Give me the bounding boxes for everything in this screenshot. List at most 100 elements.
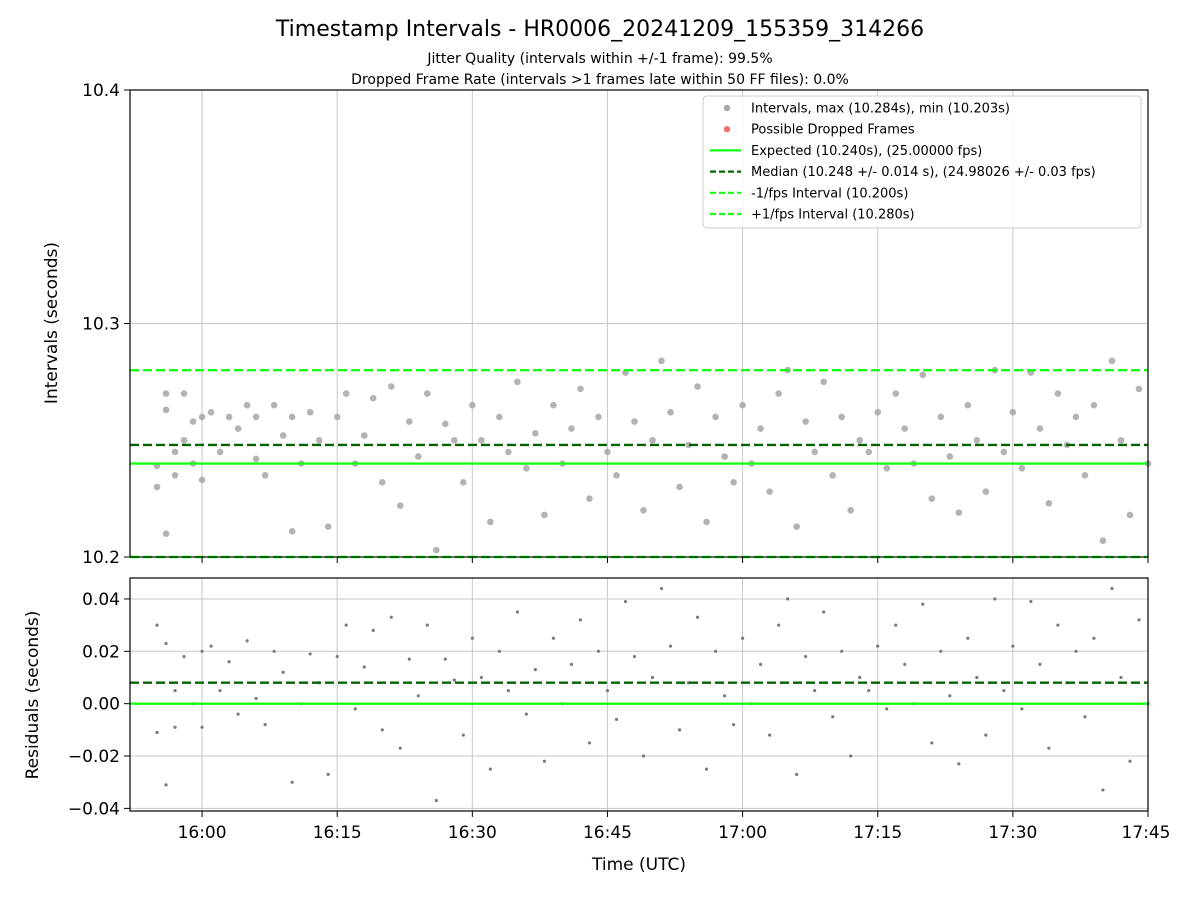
interval-point: [1054, 390, 1062, 397]
residual-point: [659, 586, 664, 591]
residual-point: [398, 746, 402, 750]
interval-point: [721, 453, 728, 460]
residual-point: [759, 662, 763, 666]
interval-point: [369, 394, 377, 402]
residual-point: [209, 644, 213, 648]
interval-point: [234, 425, 242, 432]
interval-point: [451, 436, 458, 444]
interval-point: [964, 401, 972, 409]
x-tick-label: 16:30: [448, 823, 497, 843]
residual-point: [524, 712, 528, 716]
residual-point: [344, 623, 348, 627]
interval-point: [162, 530, 170, 537]
interval-point: [892, 390, 900, 397]
interval-point: [901, 425, 909, 432]
interval-point: [387, 383, 395, 390]
residual-point: [227, 660, 231, 664]
interval-point: [658, 357, 665, 365]
residual-point: [713, 649, 718, 653]
residual-point: [1092, 636, 1096, 640]
x-tick-label: 16:15: [313, 823, 362, 843]
interval-point: [288, 413, 296, 421]
x-tick-label: 17:45: [1122, 823, 1171, 843]
interval-point: [433, 546, 440, 554]
residual-point: [1020, 707, 1024, 711]
residual-point: [641, 754, 646, 758]
legend-label: +1/fps Interval (10.280s): [751, 208, 915, 223]
interval-point: [523, 464, 530, 472]
residual-point: [1011, 644, 1015, 648]
interval-point: [874, 408, 882, 416]
residual-point: [308, 652, 312, 656]
residual-point: [722, 694, 727, 698]
interval-point: [252, 455, 260, 463]
interval-point: [541, 511, 548, 519]
residual-point: [813, 688, 817, 693]
residual-point: [290, 780, 294, 784]
interval-point: [1108, 357, 1116, 365]
residual-point: [1101, 788, 1105, 792]
interval-point: [973, 436, 981, 444]
interval-point: [496, 413, 503, 421]
interval-point: [216, 448, 224, 456]
residual-point: [885, 707, 889, 711]
residual-point: [542, 759, 547, 763]
interval-point: [550, 401, 557, 409]
x-tick-label: 16:00: [178, 823, 227, 843]
interval-point: [460, 478, 467, 486]
residual-point: [930, 741, 934, 745]
interval-point: [856, 436, 864, 444]
residual-point: [488, 767, 492, 771]
interval-point: [757, 425, 764, 432]
interval-point: [189, 418, 197, 425]
y-tick-label: 10.4: [82, 81, 120, 101]
x-tick-label: 17:15: [853, 823, 902, 843]
residual-point: [614, 717, 619, 721]
residual-point: [903, 662, 907, 666]
residual-point: [849, 754, 853, 758]
residual-point: [1119, 675, 1123, 680]
legend-box: [702, 95, 1142, 229]
interval-point: [1099, 537, 1107, 544]
residual-point: [380, 728, 384, 732]
legend-label: -1/fps Interval (10.200s): [751, 186, 908, 201]
interval-point: [333, 413, 341, 421]
legend-label: Intervals, max (10.284s), min (10.203s): [751, 102, 1010, 117]
interval-point: [243, 401, 251, 409]
interval-point: [414, 453, 422, 460]
interval-point: [640, 507, 647, 514]
residual-point: [443, 657, 447, 661]
interval-point: [649, 436, 656, 444]
residual-point: [506, 688, 510, 693]
residual-point: [155, 623, 159, 627]
residual-point: [587, 741, 592, 745]
interval-point: [1090, 401, 1098, 409]
residual-point: [173, 725, 177, 729]
residual-point: [236, 712, 240, 716]
residual-point: [975, 675, 979, 680]
legend-marker: [723, 104, 731, 112]
interval-point: [180, 436, 188, 444]
interval-point: [676, 483, 683, 491]
interval-point: [946, 453, 954, 460]
residual-point: [894, 623, 898, 627]
legend-marker: [723, 126, 731, 133]
interval-point: [595, 413, 602, 421]
interval-point: [261, 471, 269, 479]
x-tick-label: 16:45: [583, 823, 632, 843]
residual-point: [993, 597, 997, 601]
residual-point: [326, 772, 330, 776]
intervals-panel: 10.2 10.3 10.4 Intervals (seconds) Interva…: [42, 81, 1152, 568]
interval-point: [306, 408, 314, 416]
residual-point: [623, 599, 628, 604]
interval-point: [928, 495, 936, 502]
interval-point: [198, 413, 206, 421]
y-tick-label: −0.04: [68, 799, 120, 819]
y-tick-label: 0.04: [82, 590, 120, 610]
residual-point: [605, 688, 610, 693]
interval-point: [153, 483, 161, 491]
interval-point: [766, 488, 773, 495]
interval-point: [1126, 511, 1134, 519]
interval-point: [919, 371, 927, 379]
residual-point: [822, 610, 826, 614]
